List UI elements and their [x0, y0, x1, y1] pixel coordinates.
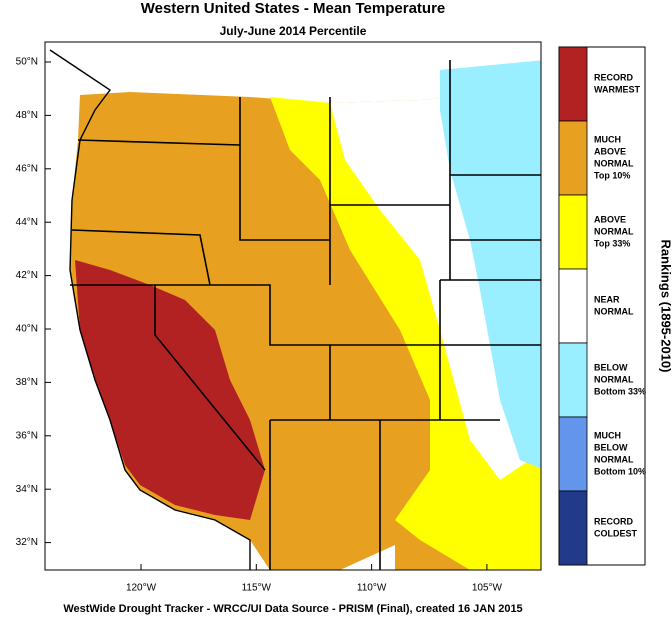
legend-label: RECORD [594, 516, 634, 526]
record-warm [75, 260, 265, 520]
footer: WestWide Drought Tracker - WRCC/UI Data … [63, 603, 522, 615]
legend-swatch [558, 268, 588, 344]
legend: RECORD WARMEST MUCH ABOVE NORMAL Top 10% ABOVE… [558, 46, 646, 566]
legend-label: WARMEST [594, 84, 641, 94]
lat-label: 32°N [16, 537, 38, 548]
lat-label: 46°N [16, 163, 38, 174]
subtitle: July-June 2014 Percentile [220, 24, 367, 38]
legend-label: Bottom 33% [594, 386, 646, 396]
below-normal [440, 60, 541, 469]
lat-label: 50°N [16, 57, 38, 68]
legend-label: NORMAL [594, 226, 634, 236]
legend-label: NORMAL [594, 306, 634, 316]
legend-label: Top 33% [594, 238, 630, 248]
lat-label: 36°N [16, 430, 38, 441]
legend-label: RECORD [594, 72, 634, 82]
lon-label: 115°W [242, 583, 272, 594]
legend-label: ABOVE [594, 146, 626, 156]
lat-label: 38°N [16, 377, 38, 388]
legend-label: MUCH [594, 134, 621, 144]
legend-label: NEAR [594, 294, 620, 304]
legend-title: Rankings (1895-2010) [659, 240, 672, 373]
lat-label: 40°N [16, 324, 38, 335]
state-lines [70, 60, 541, 570]
legend-label: NORMAL [594, 374, 634, 384]
legend-label: Top 10% [594, 170, 630, 180]
lon-label: 105°W [472, 583, 503, 594]
legend-swatch [558, 490, 588, 566]
legend-swatch [558, 342, 588, 418]
legend-label: ABOVE [594, 214, 626, 224]
lat-label: 44°N [16, 217, 38, 228]
legend-label: NORMAL [594, 454, 634, 464]
lat-label: 34°N [16, 484, 38, 495]
legend-swatch [558, 416, 588, 492]
coastline [49, 49, 251, 570]
lon-label: 110°W [357, 583, 387, 594]
legend-label: MUCH [594, 430, 621, 440]
legend-swatch [558, 194, 588, 270]
lon-label: 120°W [126, 583, 157, 594]
legend-label: BELOW [594, 442, 628, 452]
legend-label: COLDEST [594, 528, 638, 538]
legend-label: Bottom 10% [594, 466, 646, 476]
legend-swatch [558, 46, 588, 122]
legend-swatch [558, 120, 588, 196]
lat-label: 42°N [16, 270, 38, 281]
map: 50°N 48°N 46°N 44°N 42°N 40°N 38°N 36°N 34°N 32°N… [16, 41, 542, 594]
lat-label: 48°N [16, 110, 38, 121]
title: Western United States - Mean Temperature [141, 0, 446, 17]
legend-label: NORMAL [594, 158, 634, 168]
legend-label: BELOW [594, 362, 628, 372]
